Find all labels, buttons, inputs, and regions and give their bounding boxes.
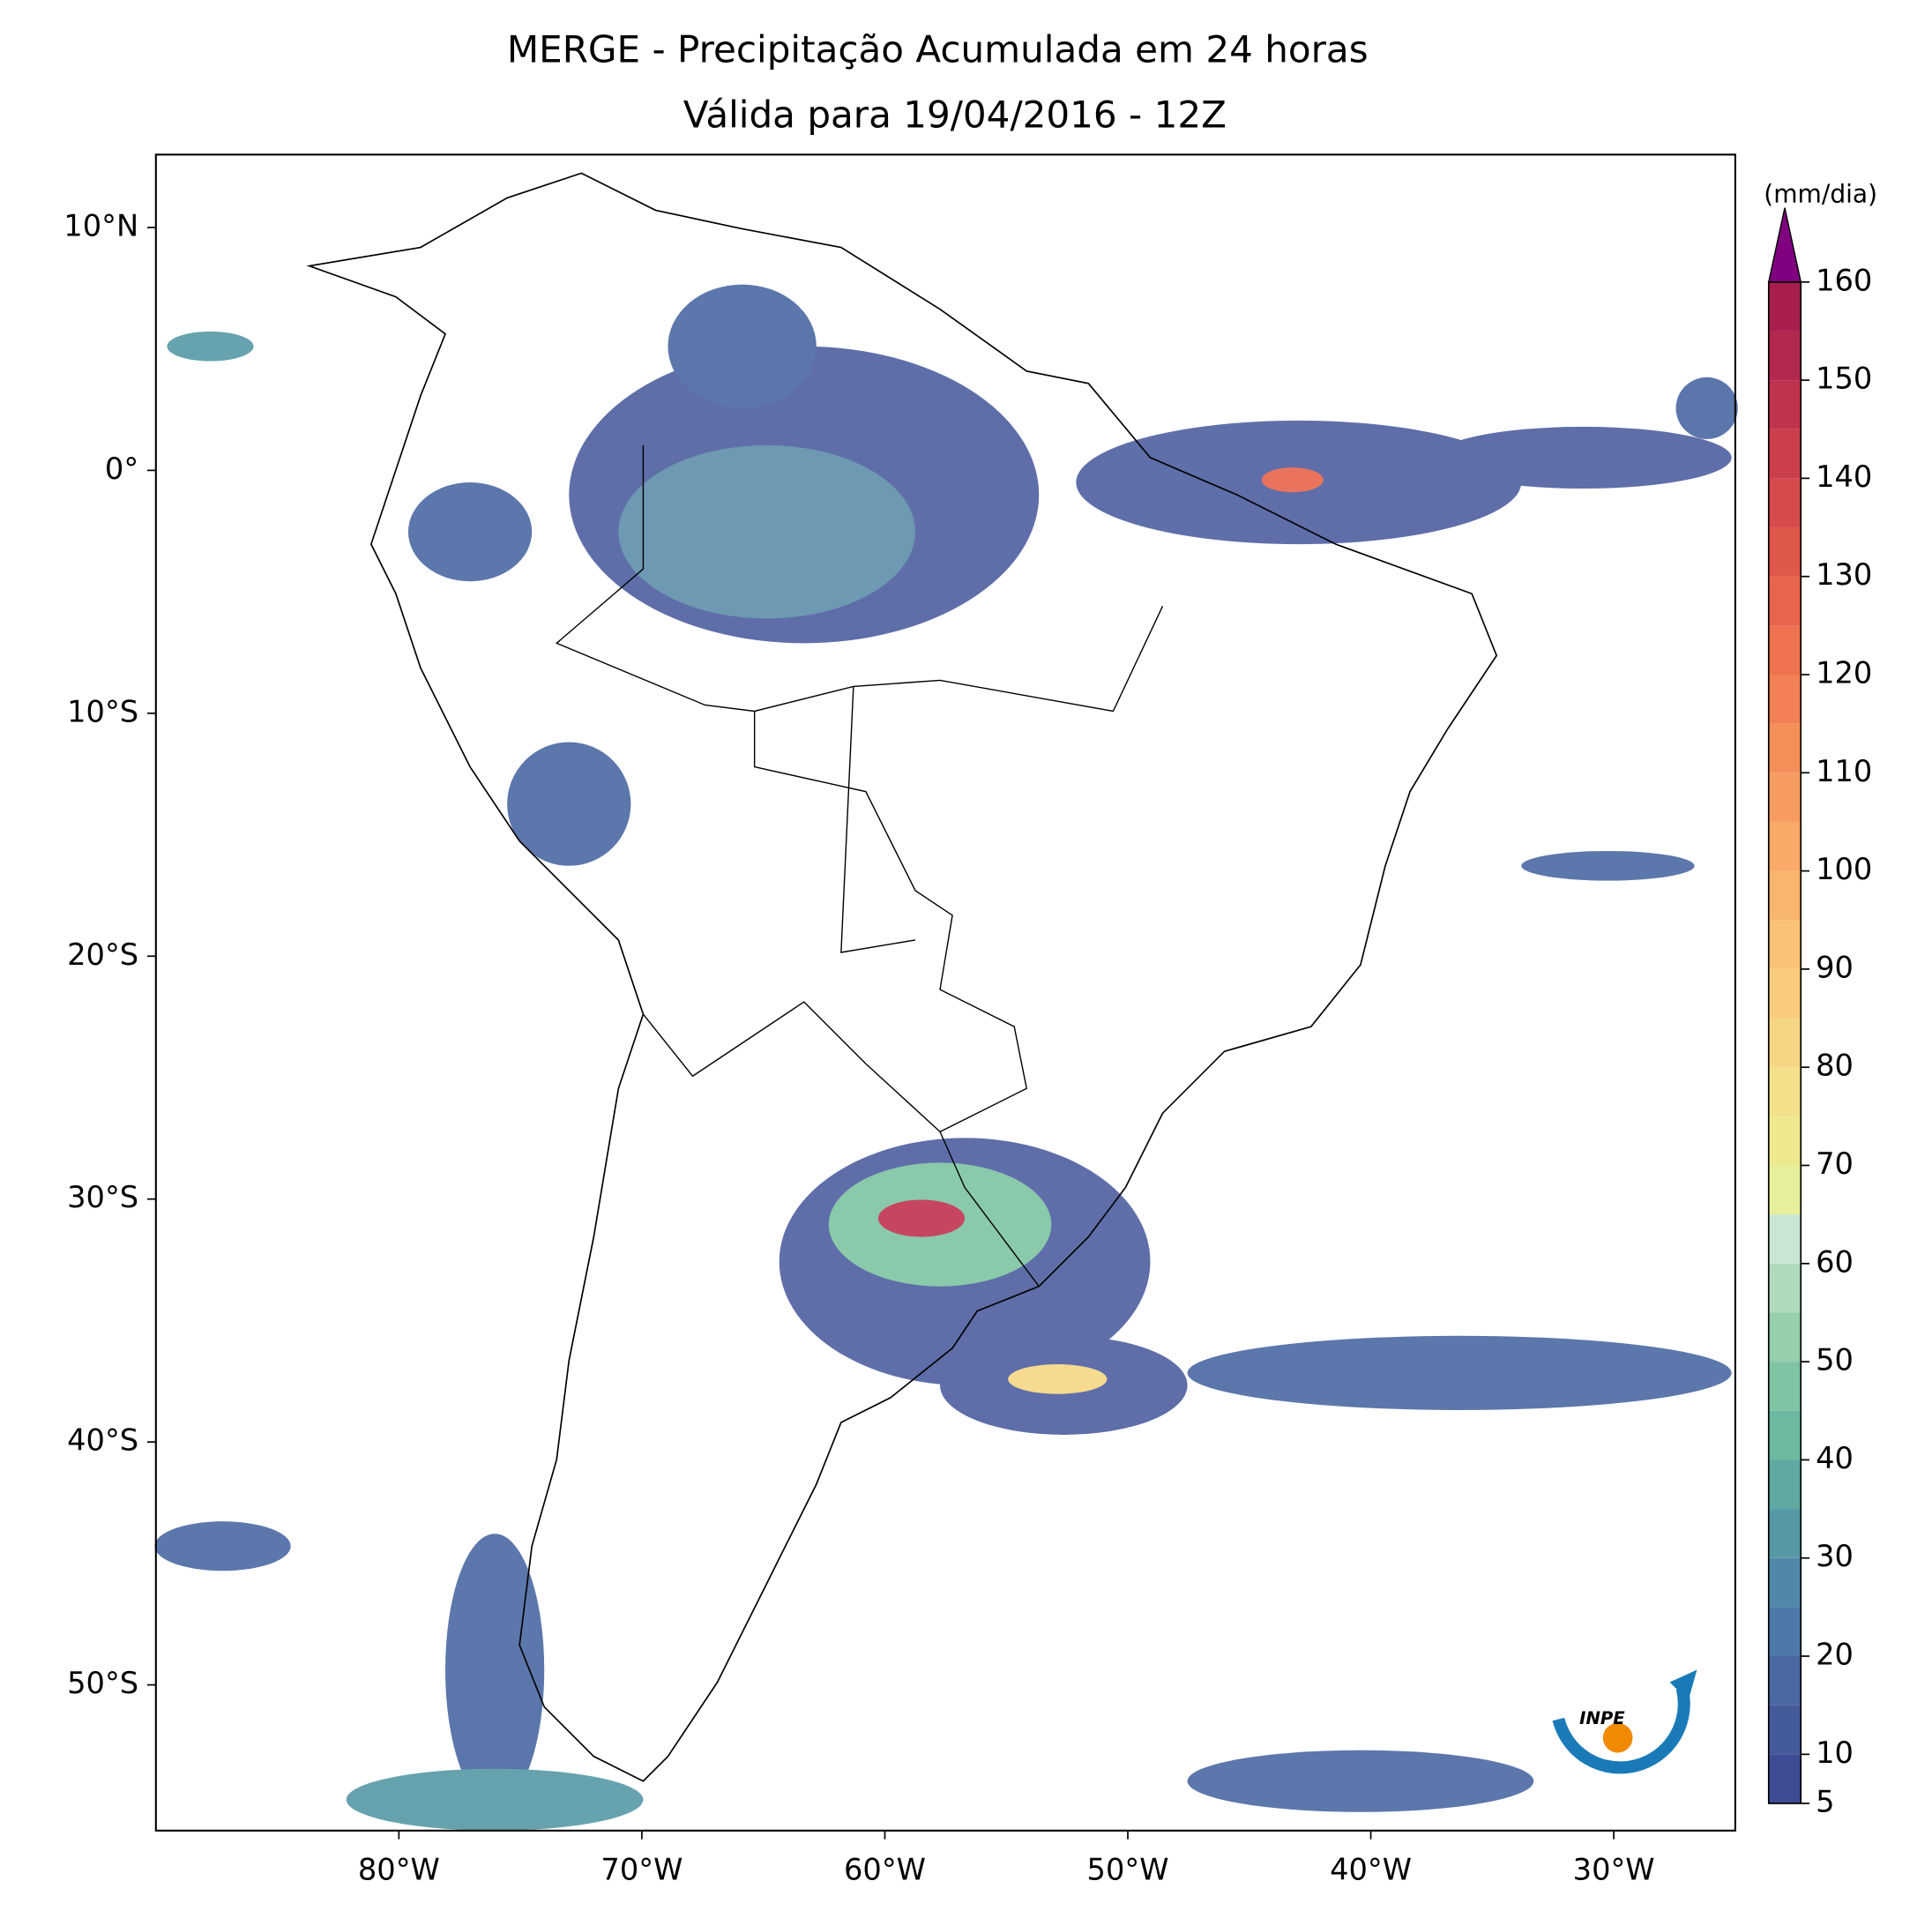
colorbar-band bbox=[1768, 1018, 1801, 1068]
x-tick-label: 40°W bbox=[1330, 1853, 1412, 1887]
logo: INPE bbox=[1552, 1669, 1697, 1774]
logo-text: INPE bbox=[1579, 1708, 1625, 1728]
colorbar-tick-label: 90 bbox=[1816, 950, 1854, 984]
y-tick-label: 40°S bbox=[67, 1423, 138, 1458]
colorbar-tick-label: 130 bbox=[1816, 557, 1872, 592]
coastline bbox=[306, 172, 1498, 1782]
colorbar-band bbox=[1768, 773, 1801, 822]
colorbar-band bbox=[1768, 1557, 1801, 1608]
colorbar-band bbox=[1768, 281, 1801, 332]
y-tick-label: 20°S bbox=[67, 937, 138, 972]
colorbar-tick-label: 150 bbox=[1816, 362, 1872, 396]
colorbar-band bbox=[1768, 625, 1801, 675]
x-tick-label: 60°W bbox=[844, 1853, 926, 1887]
colorbar-tick-label: 80 bbox=[1816, 1049, 1854, 1083]
colorbar-tick-label: 40 bbox=[1816, 1441, 1854, 1475]
y-tick-label: 10°N bbox=[63, 208, 138, 243]
colorbar-tick-label: 20 bbox=[1816, 1638, 1854, 1672]
title: MERGE - Precipitação Acumulada em 24 hor… bbox=[507, 27, 1369, 71]
colorbar-band bbox=[1768, 968, 1801, 1019]
colorbar-tick-label: 120 bbox=[1816, 655, 1872, 690]
colorbar-band bbox=[1768, 1459, 1801, 1510]
precip-field bbox=[154, 284, 1738, 1831]
map: INPE bbox=[154, 153, 1738, 1832]
colorbar-tick-label: 30 bbox=[1816, 1539, 1854, 1573]
colorbar-band bbox=[1768, 1509, 1801, 1558]
y-tick-label: 30°S bbox=[67, 1180, 138, 1214]
colorbar-tick-label: 5 bbox=[1816, 1784, 1834, 1818]
colorbar-tick-label: 60 bbox=[1816, 1244, 1854, 1279]
colorbar-frame bbox=[1767, 280, 1802, 1804]
x-tick-label: 70°W bbox=[600, 1853, 683, 1887]
colorbar-band bbox=[1768, 527, 1801, 577]
colorbar-band bbox=[1768, 1607, 1801, 1657]
x-tick-label: 80°W bbox=[358, 1853, 440, 1887]
colorbar: 5 10 20 30 40 50 60 70 80 90 100 110 120 130 140 150 160 bbox=[1767, 207, 1872, 1818]
colorbar-band bbox=[1768, 1067, 1801, 1116]
colorbar-band bbox=[1768, 1214, 1801, 1264]
colorbar-band bbox=[1768, 674, 1801, 724]
colorbar-band bbox=[1768, 1312, 1801, 1362]
colorbar-band bbox=[1768, 1165, 1801, 1215]
colorbar-band bbox=[1768, 1410, 1801, 1460]
colorbar-tick-label: 140 bbox=[1816, 459, 1872, 494]
colorbar-tick-label: 50 bbox=[1816, 1343, 1854, 1377]
colorbar-tick-label: 110 bbox=[1816, 754, 1872, 788]
colorbar-band bbox=[1768, 429, 1801, 479]
colorbar-band bbox=[1768, 331, 1801, 381]
y-tick-label: 50°S bbox=[67, 1666, 138, 1700]
colorbar-band bbox=[1768, 1754, 1801, 1803]
colorbar-tick-label: 100 bbox=[1816, 852, 1872, 886]
y-tick-label: 10°S bbox=[67, 694, 138, 728]
colorbar-band bbox=[1768, 920, 1801, 969]
y-tick-label: 0° bbox=[105, 452, 138, 486]
colorbar-band bbox=[1768, 1705, 1801, 1755]
colorbar-label: (mm/dia) bbox=[1764, 180, 1877, 209]
colorbar-band bbox=[1768, 870, 1801, 921]
colorbar-extend bbox=[1767, 207, 1802, 283]
colorbar-band bbox=[1768, 1362, 1801, 1411]
x-tick-label: 50°W bbox=[1087, 1853, 1169, 1887]
subtitle: Válida para 19/04/2016 - 12Z bbox=[683, 93, 1227, 137]
colorbar-tick-label: 160 bbox=[1816, 263, 1872, 297]
colorbar-tick-label: 10 bbox=[1816, 1736, 1854, 1770]
colorbar-band bbox=[1768, 478, 1801, 528]
colorbar-band bbox=[1768, 1263, 1801, 1313]
map-frame bbox=[154, 153, 1736, 1832]
colorbar-tick-label: 70 bbox=[1816, 1146, 1854, 1181]
colorbar-band bbox=[1768, 380, 1801, 429]
colorbar-band bbox=[1768, 723, 1801, 773]
colorbar-band bbox=[1768, 576, 1801, 626]
colorbar-band bbox=[1768, 1116, 1801, 1166]
borders bbox=[555, 444, 1164, 1288]
colorbar-band bbox=[1768, 1656, 1801, 1706]
colorbar-band bbox=[1768, 821, 1801, 871]
x-tick-label: 30°W bbox=[1573, 1853, 1655, 1887]
